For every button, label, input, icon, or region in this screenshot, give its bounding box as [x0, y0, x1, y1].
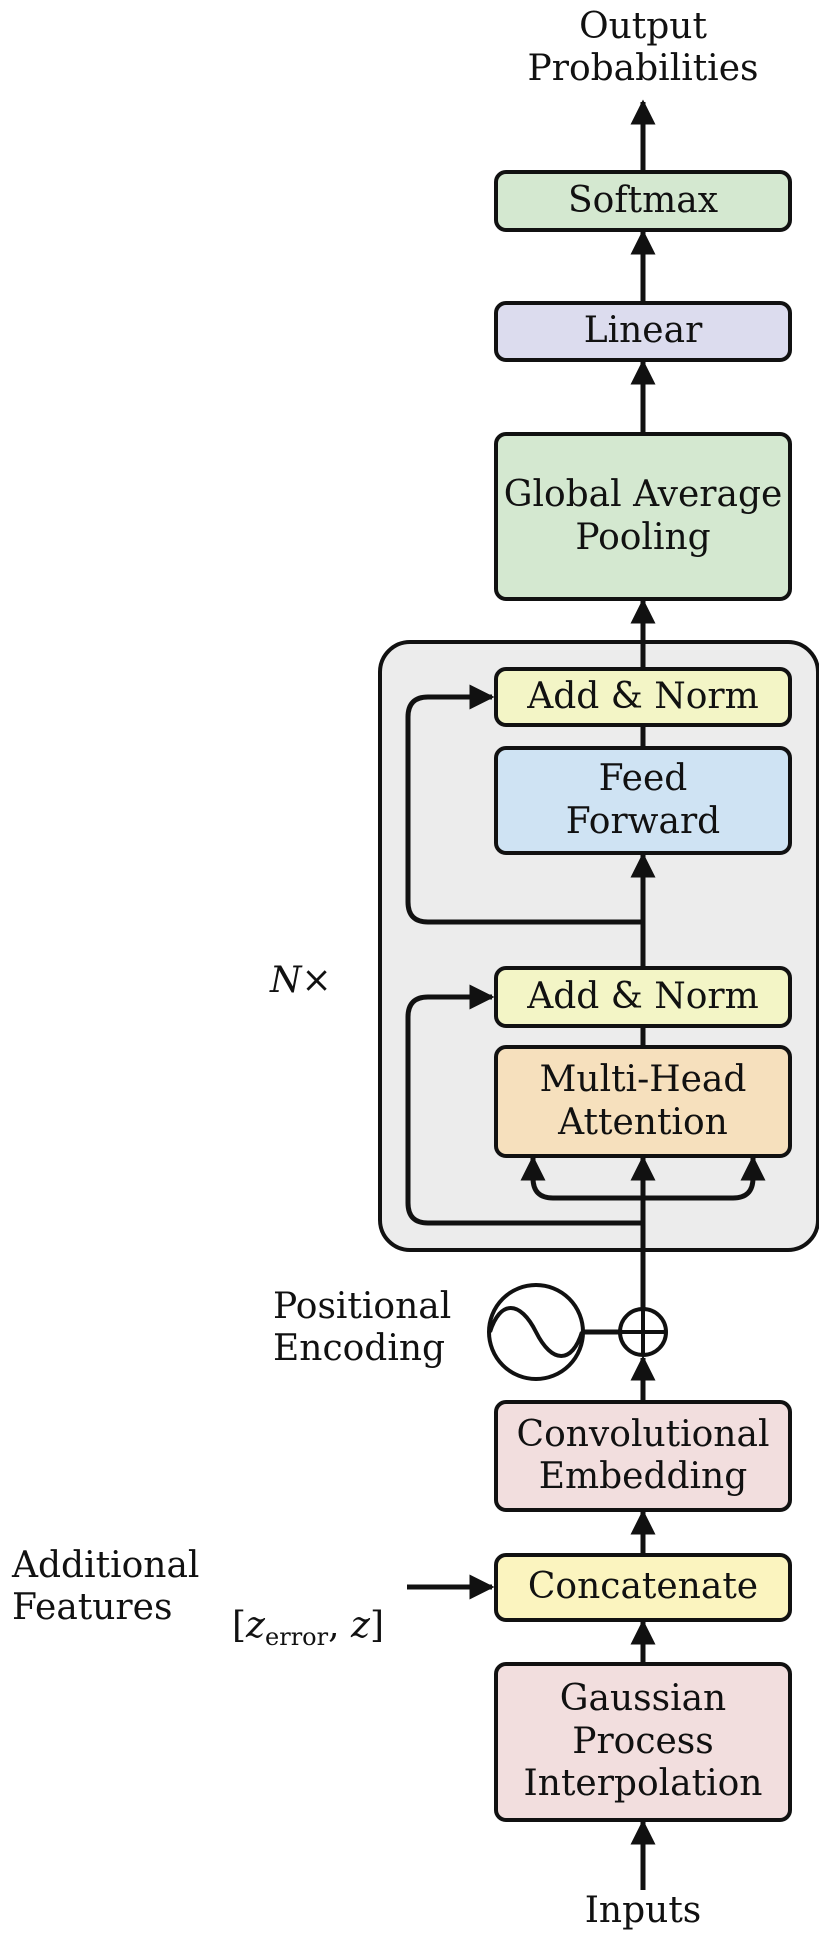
convolutional-embedding-block: Convolutional Embedding — [494, 1400, 792, 1512]
residual-connection-attention — [405, 984, 643, 1226]
z-error-subscript: error — [265, 1623, 329, 1652]
bracket-close: ] — [369, 1605, 384, 1647]
feature-vector-label: [zerror, z] — [232, 1563, 384, 1652]
concatenate-block: Concatenate — [494, 1553, 792, 1622]
add-norm-top-block: Add & Norm — [494, 667, 792, 727]
positional-encoding-label: Positional Encoding — [273, 1286, 452, 1370]
arrow-to-mha-key — [520, 1155, 643, 1201]
z-error-symbol: z — [246, 1605, 266, 1647]
linear-block: Linear — [494, 301, 792, 362]
gaussian-process-interpolation-block: Gaussian Process Interpolation — [494, 1662, 792, 1822]
n-times-label: N× — [270, 918, 332, 1003]
sine-wave-icon — [488, 1306, 584, 1358]
softmax-block: Softmax — [494, 170, 792, 232]
n-symbol: N — [270, 960, 302, 1002]
multi-head-attention-block: Multi-Head Attention — [494, 1045, 792, 1158]
arrow-to-mha-query — [643, 1155, 766, 1201]
times-symbol: × — [301, 960, 332, 1002]
z-symbol: z — [350, 1605, 370, 1647]
global-average-pooling-block: Global Average Pooling — [494, 432, 792, 601]
inputs-label: Inputs — [584, 1890, 702, 1931]
feed-forward-block: Feed Forward — [494, 746, 792, 855]
residual-connection-ffn — [405, 684, 643, 925]
add-norm-bottom-block: Add & Norm — [494, 966, 792, 1028]
bracket-open: [ — [232, 1605, 247, 1647]
output-probabilities-label: Output Probabilities — [527, 6, 759, 90]
additional-features-label: Additional Features — [12, 1545, 200, 1629]
comma-separator: , — [328, 1605, 351, 1647]
